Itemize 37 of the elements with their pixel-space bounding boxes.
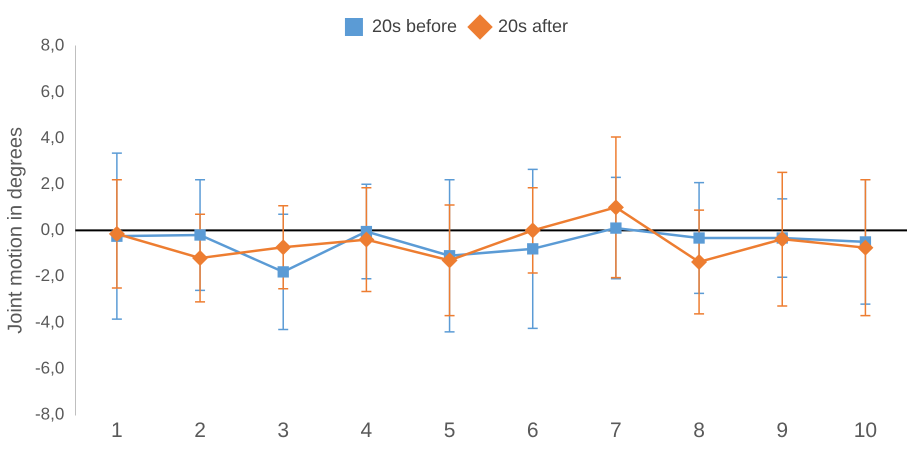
y-tick-label: -4,0 <box>34 312 64 332</box>
legend-label: 20s before <box>372 16 458 36</box>
point <box>358 232 374 248</box>
y-tick-label: 6,0 <box>40 82 64 101</box>
point <box>693 232 705 244</box>
x-tick-label: 1 <box>111 419 123 442</box>
x-tick-label: 3 <box>277 419 290 442</box>
y-tick-label: 0,0 <box>40 220 64 240</box>
y-tick-label: 2,0 <box>40 174 64 193</box>
point <box>608 199 624 216</box>
y-tick-label: -6,0 <box>34 358 64 378</box>
y-tick-label: -8,0 <box>34 404 64 424</box>
point <box>691 254 708 270</box>
point <box>442 252 458 268</box>
x-tick-label: 10 <box>854 419 878 442</box>
x-tick-label: 2 <box>194 419 206 442</box>
x-tick-label: 7 <box>610 419 622 442</box>
y-tick-label: 8,0 <box>40 36 64 55</box>
point <box>108 226 125 242</box>
point <box>275 239 292 256</box>
y-tick-label: -2,0 <box>34 266 64 286</box>
point <box>527 243 538 254</box>
legend-label: 20s after <box>498 16 568 36</box>
point <box>192 250 208 266</box>
x-tick-label: 4 <box>360 419 373 442</box>
x-tick-label: 8 <box>693 419 705 442</box>
y-axis-title: Joint motion in degrees <box>4 127 27 334</box>
point <box>610 222 622 234</box>
point <box>194 229 206 241</box>
x-tick-label: 6 <box>526 419 539 442</box>
x-tick-label: 9 <box>776 419 788 442</box>
y-tick-label: 4,0 <box>40 128 64 147</box>
point <box>774 231 790 248</box>
point <box>524 222 541 238</box>
point <box>278 266 289 278</box>
x-tick-label: 5 <box>444 419 456 442</box>
point <box>857 240 874 256</box>
